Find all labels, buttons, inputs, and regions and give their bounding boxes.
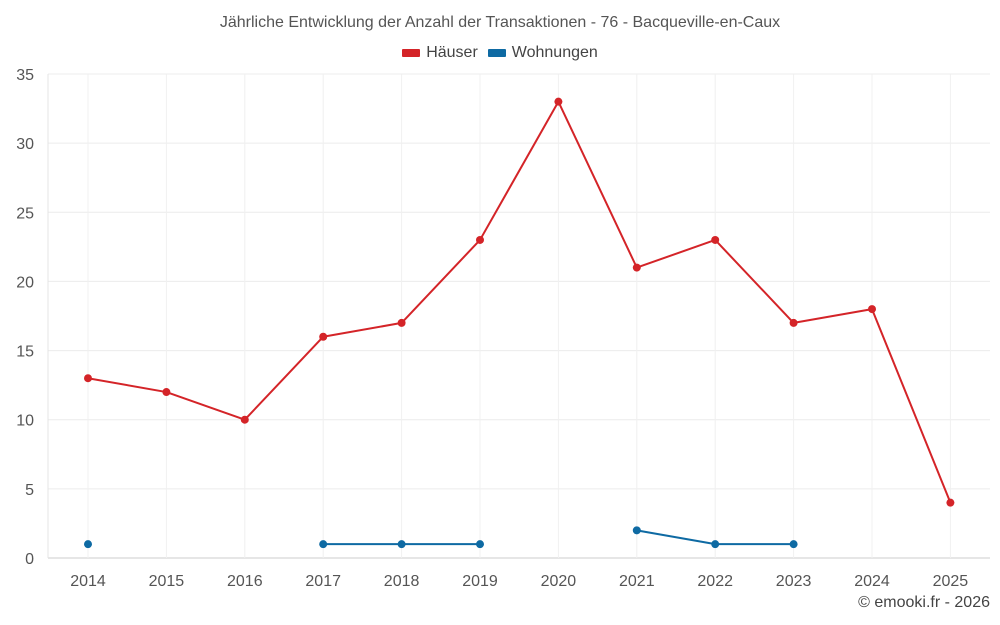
data-point-haeuser (319, 332, 328, 341)
x-tick-label: 2014 (70, 573, 106, 590)
series-line-haeuser (87, 100, 952, 504)
data-point-haeuser (84, 374, 92, 383)
legend-item-wohnungen[interactable]: Wohnungen (487, 44, 598, 62)
x-tick-label: 2022 (697, 573, 733, 590)
legend-swatch-wohnungen (487, 49, 506, 57)
legend-label-wohnungen: Wohnungen (511, 44, 598, 61)
data-point-haeuser (162, 388, 171, 397)
data-point-haeuser (240, 415, 249, 424)
x-tick-label: 2024 (854, 573, 890, 590)
data-point-wohnungen (476, 540, 484, 549)
y-tick-label: 15 (16, 344, 34, 361)
data-point-haeuser (711, 235, 720, 244)
credit-text: © emooki.fr - 2026 (858, 594, 990, 611)
y-tick-label: 0 (25, 551, 34, 568)
data-point-haeuser (554, 97, 563, 106)
y-tick-label: 30 (16, 136, 34, 153)
y-tick-label: 10 (16, 413, 34, 430)
data-point-haeuser (476, 235, 484, 244)
x-tick-label: 2017 (305, 573, 341, 590)
legend-label-haeuser: Häuser (426, 44, 478, 61)
data-point-wohnungen (319, 540, 328, 549)
legend-item-haeuser[interactable]: Häuser (402, 44, 478, 62)
data-point-wohnungen (632, 526, 641, 535)
y-tick-label: 20 (16, 274, 34, 291)
y-tick-label: 5 (25, 482, 34, 499)
x-tick-label: 2020 (541, 573, 577, 590)
data-point-haeuser (868, 305, 876, 314)
data-point-wohnungen (711, 540, 720, 549)
x-tick-label: 2018 (384, 573, 420, 590)
x-tick-label: 2023 (776, 573, 812, 590)
x-tick-label: 2015 (149, 573, 185, 590)
data-point-haeuser (789, 318, 798, 327)
x-tick-label: 2019 (462, 573, 498, 590)
y-tick-label: 25 (16, 205, 34, 222)
x-tick-label: 2016 (227, 573, 263, 590)
x-tick-label: 2021 (619, 573, 655, 590)
data-point-haeuser (946, 498, 955, 507)
data-point-wohnungen (84, 540, 92, 549)
data-point-haeuser (632, 263, 641, 272)
data-point-haeuser (397, 318, 406, 327)
data-point-wohnungen (789, 540, 798, 549)
chart-title: Jährliche Entwicklung der Anzahl der Tra… (219, 14, 781, 31)
legend: Häuser Wohnungen (0, 44, 1000, 62)
y-tick-label: 35 (16, 67, 34, 84)
legend-swatch-haeuser (402, 49, 421, 57)
x-tick-label: 2025 (933, 573, 969, 590)
data-point-wohnungen (397, 540, 406, 549)
